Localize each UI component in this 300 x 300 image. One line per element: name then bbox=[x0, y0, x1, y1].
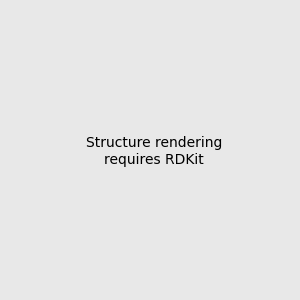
Text: Structure rendering
requires RDKit: Structure rendering requires RDKit bbox=[85, 136, 222, 166]
